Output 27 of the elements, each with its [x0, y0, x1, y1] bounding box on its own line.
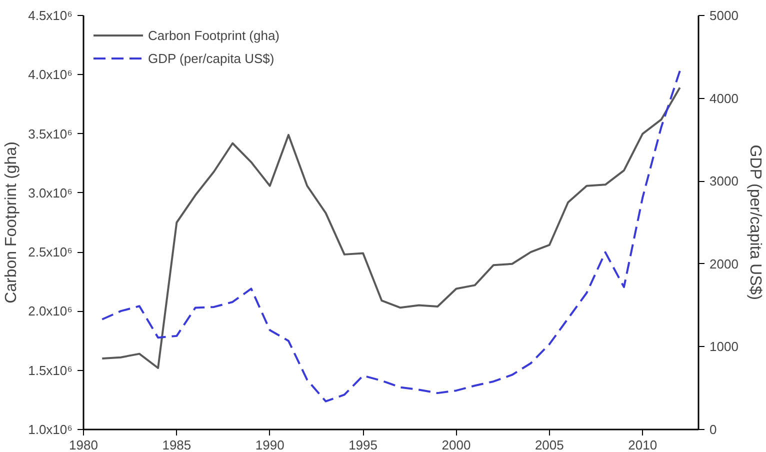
y2-tick-label: 4000 [710, 90, 738, 106]
y2-tick-label: 1000 [710, 339, 738, 354]
x-tick-label: 1990 [255, 438, 284, 452]
line-series [101, 70, 681, 402]
y-tick-label: 1.0x10⁶ [28, 422, 73, 437]
x-tick-label: 1995 [348, 438, 378, 452]
x-tick-label: 1985 [162, 438, 192, 452]
y2-tick-label: 0 [710, 422, 717, 437]
y-tick-label: 4.5x10⁶ [28, 8, 73, 23]
y-tick-label: 4.0x10⁶ [28, 67, 73, 82]
x-tick-label: 2005 [534, 438, 564, 452]
legend-label: Carbon Footprint (gha) [148, 28, 280, 42]
y2-tick-label: 2000 [710, 256, 738, 272]
y2-tick-label: 3000 [710, 174, 738, 189]
y-tick-label: 2.0x10⁶ [28, 304, 73, 319]
y-tick-label: 3.0x10⁶ [28, 185, 73, 200]
y-tick-label: 3.5x10⁶ [28, 126, 73, 142]
y-tick-label: 2.5x10⁶ [28, 244, 73, 260]
x-tick-label: 1980 [69, 438, 98, 452]
x-tick-label: 2000 [442, 438, 471, 452]
legend-label: GDP (per/capita US$) [148, 50, 274, 66]
line-series [101, 86, 681, 369]
y2-axis-title: GDP (per/capita US$) [746, 144, 764, 300]
x-tick-label: 2010 [628, 438, 658, 452]
y-axis-title: Carbon Footprint (gha) [3, 142, 20, 304]
y-tick-label: 1.5x10⁶ [28, 362, 73, 378]
y2-tick-label: 5000 [710, 8, 738, 23]
